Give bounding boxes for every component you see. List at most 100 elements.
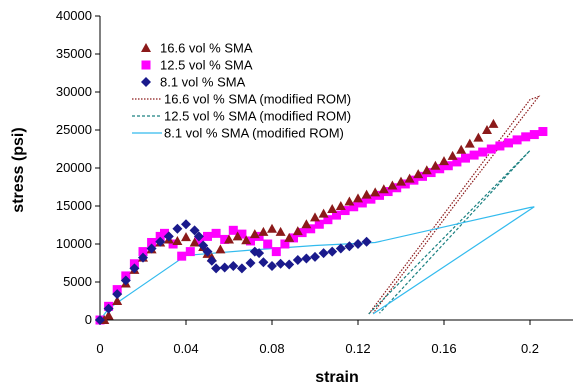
y-tick-label: 20000 bbox=[56, 160, 92, 175]
x-tick-labels: 0 0.04 0.08 0.12 0.16 0.2 bbox=[96, 341, 539, 356]
data-point bbox=[228, 225, 238, 235]
series-line-4 bbox=[368, 150, 531, 315]
x-axis-title: strain bbox=[315, 369, 359, 386]
data-point bbox=[177, 251, 187, 261]
data-point bbox=[181, 232, 191, 242]
data-point bbox=[172, 235, 183, 245]
legend-label-2: 8.1 vol % SMA bbox=[160, 75, 246, 90]
data-point bbox=[314, 219, 324, 229]
data-point bbox=[112, 296, 123, 305]
legend-label-5: 8.1 vol % SMA (modified ROM) bbox=[164, 126, 344, 141]
data-point bbox=[327, 204, 338, 214]
data-point bbox=[344, 196, 355, 206]
data-point bbox=[512, 135, 522, 145]
data-point bbox=[275, 226, 286, 236]
data-point bbox=[185, 247, 195, 257]
x-tick-label: 0 bbox=[96, 341, 103, 356]
data-point bbox=[203, 231, 212, 241]
data-point bbox=[383, 187, 393, 197]
data-point bbox=[456, 144, 467, 154]
data-point bbox=[211, 228, 221, 238]
data-point bbox=[486, 144, 496, 154]
data-point bbox=[323, 215, 333, 225]
data-point bbox=[112, 289, 123, 300]
data-point bbox=[409, 175, 419, 185]
data-point bbox=[447, 150, 458, 160]
data-point bbox=[267, 223, 277, 233]
data-point bbox=[146, 243, 157, 254]
series-0 bbox=[99, 118, 499, 324]
x-tick-label: 0.04 bbox=[173, 341, 198, 356]
data-point bbox=[495, 141, 505, 151]
data-point bbox=[236, 263, 247, 274]
data-point bbox=[421, 165, 432, 175]
data-point bbox=[344, 241, 355, 252]
x-tick-label: 0.16 bbox=[431, 341, 456, 356]
data-point bbox=[249, 229, 260, 239]
data-point bbox=[95, 315, 105, 325]
data-point bbox=[241, 235, 252, 245]
data-point bbox=[310, 251, 320, 262]
data-point bbox=[263, 239, 273, 249]
y-tick-label: 30000 bbox=[56, 84, 92, 99]
y-tick-label: 40000 bbox=[56, 8, 92, 23]
data-point bbox=[172, 223, 183, 234]
data-point bbox=[103, 310, 114, 320]
data-point bbox=[254, 231, 264, 241]
data-point bbox=[258, 226, 269, 236]
data-point bbox=[271, 247, 281, 257]
data-point bbox=[353, 193, 363, 203]
data-point bbox=[138, 247, 148, 257]
data-point bbox=[163, 231, 174, 242]
data-point bbox=[418, 171, 427, 181]
data-point bbox=[284, 232, 295, 242]
data-point bbox=[237, 229, 247, 239]
data-point bbox=[538, 127, 548, 137]
data-point bbox=[413, 169, 424, 179]
x-tick-label: 0.12 bbox=[345, 341, 370, 356]
y-tick-label: 25000 bbox=[56, 122, 92, 137]
data-point bbox=[361, 236, 372, 247]
data-point bbox=[189, 237, 200, 247]
data-point bbox=[224, 234, 234, 244]
data-point bbox=[189, 225, 200, 236]
y-tick-label: 10000 bbox=[56, 236, 92, 251]
data-point bbox=[289, 233, 298, 243]
data-point bbox=[318, 248, 329, 259]
data-point bbox=[155, 236, 166, 247]
legend-label-0: 16.6 vol % SMA bbox=[160, 41, 253, 56]
data-point bbox=[160, 228, 169, 238]
legend-label-3: 16.6 vol % SMA (modified ROM) bbox=[164, 92, 351, 107]
data-point bbox=[254, 248, 265, 259]
data-point bbox=[404, 173, 415, 183]
data-point bbox=[103, 303, 114, 314]
data-point bbox=[301, 219, 312, 229]
data-point bbox=[181, 219, 191, 230]
data-point bbox=[396, 176, 406, 186]
data-point bbox=[478, 147, 488, 157]
data-point bbox=[482, 125, 492, 134]
x-tick-label: 0.08 bbox=[259, 341, 284, 356]
data-point bbox=[335, 243, 346, 254]
data-point bbox=[426, 168, 436, 178]
data-point bbox=[306, 224, 316, 234]
data-point bbox=[378, 184, 389, 194]
data-point bbox=[357, 198, 367, 208]
data-point bbox=[219, 262, 230, 273]
data-point bbox=[318, 208, 329, 218]
data-point bbox=[292, 254, 303, 265]
legend-marker-1 bbox=[141, 60, 151, 70]
data-point bbox=[211, 263, 222, 274]
legend: 16.6 vol % SMA 12.5 vol % SMA 8.1 vol % SM… bbox=[132, 41, 351, 141]
data-point bbox=[461, 153, 470, 163]
data-point bbox=[488, 118, 499, 128]
data-point bbox=[220, 234, 230, 244]
data-point bbox=[284, 259, 295, 270]
data-point bbox=[366, 194, 376, 204]
data-point bbox=[473, 132, 484, 142]
x-tick-label: 0.2 bbox=[521, 341, 539, 356]
y-tick-label: 35000 bbox=[56, 46, 92, 61]
data-point bbox=[147, 237, 157, 247]
data-point bbox=[400, 179, 410, 189]
data-point bbox=[292, 226, 303, 236]
